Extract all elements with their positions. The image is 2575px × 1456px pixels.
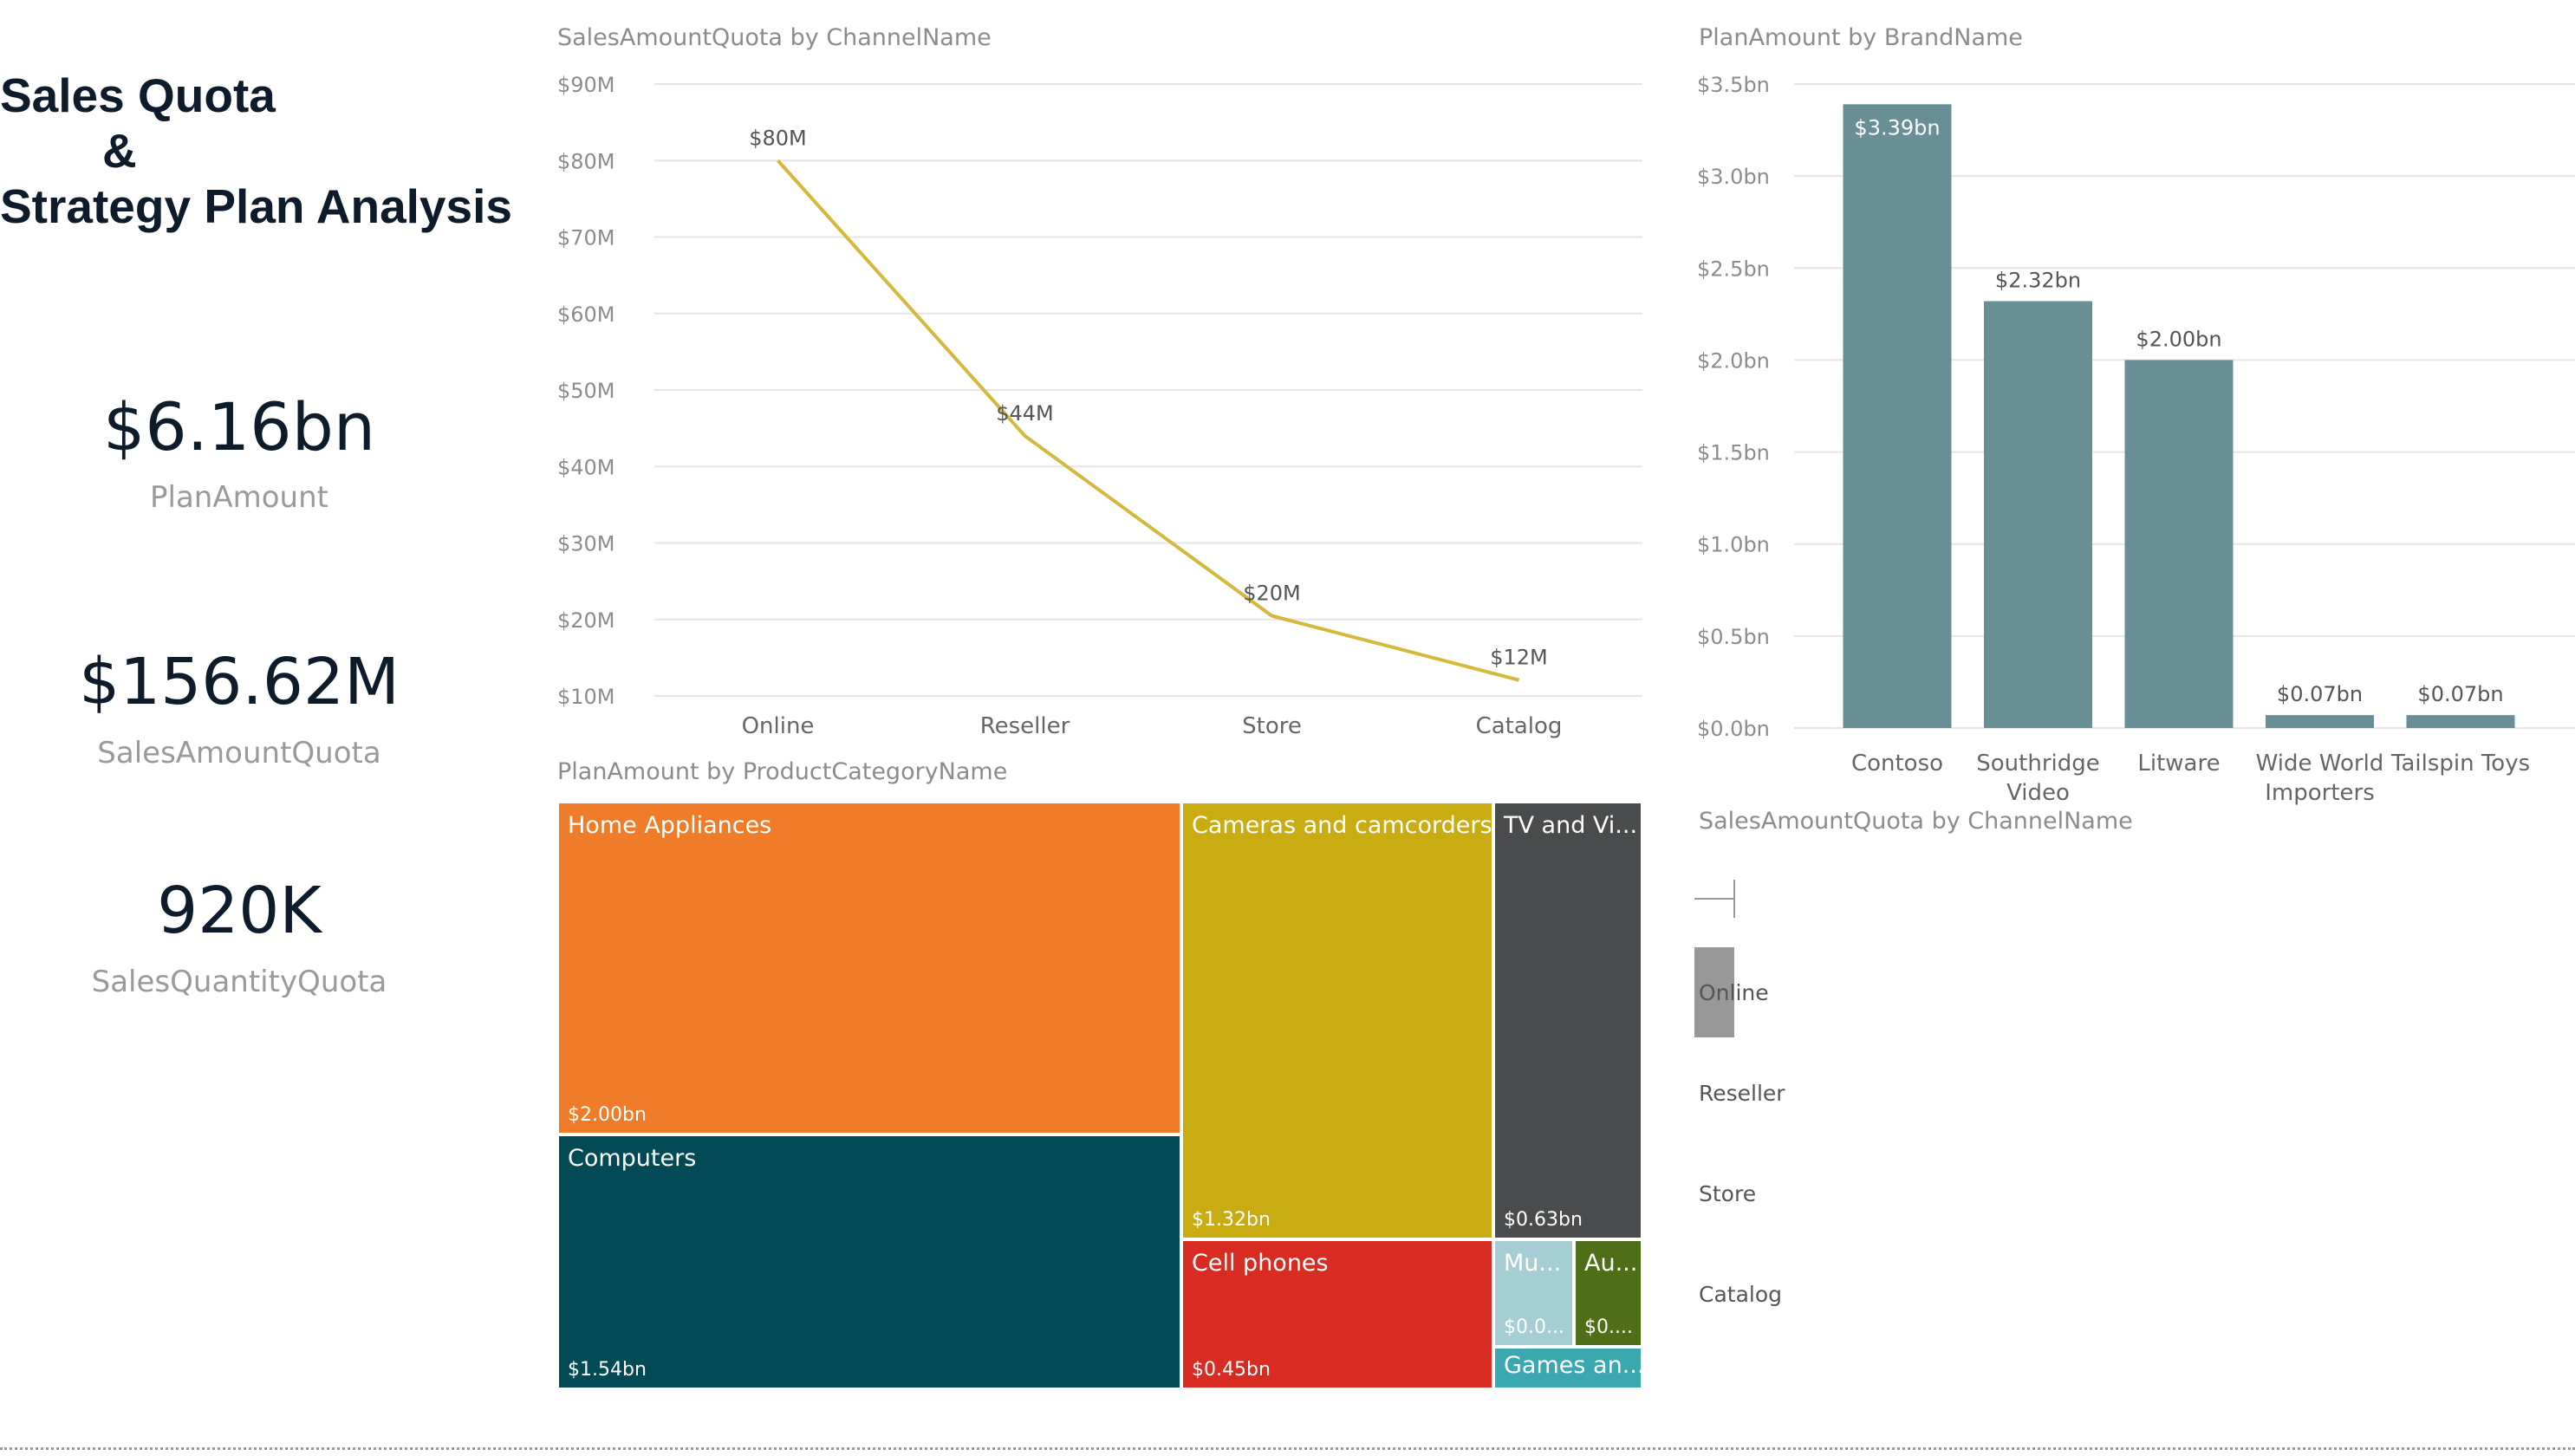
x-tick-label: Tailspin Toys <box>2390 751 2530 777</box>
treemap-cell-name: Home Appliances <box>568 812 772 839</box>
treemap: Home Appliances $2.00bn Computers $1.54b… <box>557 802 1642 1389</box>
treemap-cell-name: Au... <box>1584 1250 1638 1277</box>
bar <box>2266 715 2374 728</box>
y-tick-label: $10M <box>557 685 615 709</box>
x-tick-label: Southridge <box>1976 751 2099 777</box>
line-chart[interactable]: $10M $20M $30M $40M $50M $60M $70M $80M $90M Onli… <box>555 61 1647 754</box>
y-tick-label: $3.0bn <box>1697 165 1770 189</box>
y-tick-label: $40M <box>557 455 615 479</box>
report-title-line-2: & <box>102 124 137 178</box>
funnel-chart[interactable]: 100%$80.04MOnline$44.04MReseller$20.47MS… <box>1694 849 2575 1439</box>
y-tick-label: $50M <box>557 379 615 403</box>
bar <box>2124 360 2234 728</box>
report-title-line-3: Strategy Plan Analysis <box>0 179 512 233</box>
bar-chart-title: PlanAmount by BrandName <box>1699 24 2023 51</box>
funnel-category-label: Online <box>1699 980 1769 1005</box>
data-label: $3.39bn <box>1854 115 1940 140</box>
funnel-bar <box>1694 947 1734 1037</box>
treemap-cell-music[interactable]: Mu... $0.0... <box>1493 1239 1574 1347</box>
kpi-plan-amount-value: $6.16bn <box>103 388 375 465</box>
y-tick-label: $0.5bn <box>1697 625 1770 649</box>
funnel-category-label: Reseller <box>1699 1081 1785 1106</box>
treemap-cell-value: $0.45bn <box>1192 1359 1271 1381</box>
funnel-title: SalesAmountQuota by ChannelName <box>1699 808 2133 835</box>
x-tick-label: Reseller <box>980 713 1070 739</box>
treemap-cell-value: $1.54bn <box>568 1359 647 1381</box>
data-label: $12M <box>1490 646 1548 670</box>
x-tick-label: Litware <box>2137 751 2220 777</box>
kpi-sales-quantity-quota-value: 920K <box>157 874 322 948</box>
bar <box>1984 301 2092 728</box>
treemap-cell-value: $0.... <box>1584 1316 1633 1338</box>
treemap-cell-home-appliances[interactable]: Home Appliances $2.00bn <box>557 802 1181 1134</box>
bar <box>1843 104 1952 728</box>
x-tick-label: Video <box>2006 780 2070 806</box>
x-tick-label: Importers <box>2265 780 2375 806</box>
x-tick-label: Store <box>1242 713 1302 739</box>
treemap-cell-value: $1.32bn <box>1192 1209 1271 1231</box>
data-label: $44M <box>996 401 1054 426</box>
x-tick-label: Contoso <box>1851 751 1943 777</box>
bar <box>2406 715 2515 728</box>
data-label: $2.00bn <box>2136 327 2221 351</box>
funnel-category-label: Catalog <box>1699 1282 1782 1307</box>
treemap-cell-cell-phones[interactable]: Cell phones $0.45bn <box>1181 1239 1493 1389</box>
treemap-cell-tv-and-video[interactable]: TV and Vi... $0.63bn <box>1493 802 1642 1239</box>
treemap-cell-name: Cameras and camcorders <box>1192 812 1492 839</box>
data-label: $0.07bn <box>2417 682 2503 706</box>
y-tick-label: $2.5bn <box>1697 257 1770 281</box>
treemap-cell-audio[interactable]: Au... $0.... <box>1574 1239 1642 1347</box>
y-tick-label: $1.0bn <box>1697 533 1770 557</box>
treemap-cell-computers[interactable]: Computers $1.54bn <box>557 1134 1181 1389</box>
treemap-cell-name: Games an... <box>1504 1352 1642 1379</box>
treemap-title: PlanAmount by ProductCategoryName <box>557 758 1008 785</box>
x-tick-label: Wide World <box>2256 751 2384 777</box>
series-line <box>777 159 1520 682</box>
y-tick-label: $70M <box>557 226 615 250</box>
data-label: $0.07bn <box>2277 682 2363 706</box>
bar-chart[interactable]: $0.0bn $0.5bn $1.0bn $1.5bn $2.0bn $2.5bn $3.0… <box>1694 61 2575 823</box>
treemap-cell-name: Mu... <box>1504 1250 1562 1277</box>
kpi-plan-amount-label: PlanAmount <box>150 480 328 515</box>
kpi-sales-amount-quota-value: $156.62M <box>79 645 400 719</box>
treemap-cell-value: $0.63bn <box>1504 1209 1583 1231</box>
x-tick-label: Online <box>742 713 815 739</box>
y-tick-label: $1.5bn <box>1697 441 1770 465</box>
y-tick-label: $20M <box>557 608 615 633</box>
kpi-sales-amount-quota-label: SalesAmountQuota <box>97 736 381 770</box>
line-chart-title: SalesAmountQuota by ChannelName <box>557 24 992 51</box>
treemap-cell-games[interactable]: Games an... <box>1493 1347 1642 1389</box>
data-label: $20M <box>1243 582 1301 606</box>
x-tick-label: Catalog <box>1476 713 1563 739</box>
y-tick-label: $80M <box>557 149 615 173</box>
funnel-category-label: Store <box>1699 1181 1756 1206</box>
page-bottom-divider <box>0 1447 2575 1450</box>
y-tick-label: $60M <box>557 302 615 327</box>
data-label: $2.32bn <box>1995 268 2081 292</box>
y-tick-label: $3.5bn <box>1697 73 1770 97</box>
report-title-line-1: Sales Quota <box>0 68 276 122</box>
data-label: $80M <box>749 126 807 150</box>
treemap-cell-value: $0.0... <box>1504 1316 1564 1338</box>
y-tick-label: $2.0bn <box>1697 348 1770 373</box>
treemap-cell-name: TV and Vi... <box>1504 812 1638 839</box>
y-tick-label: $0.0bn <box>1697 717 1770 741</box>
treemap-cell-name: Computers <box>568 1145 697 1172</box>
treemap-cell-value: $2.00bn <box>568 1104 647 1126</box>
treemap-cell-name: Cell phones <box>1192 1250 1329 1277</box>
y-tick-label: $30M <box>557 532 615 556</box>
report-title: Sales Quota & Strategy Plan Analysis <box>0 68 537 234</box>
kpi-sales-quantity-quota-label: SalesQuantityQuota <box>91 965 387 999</box>
treemap-cell-cameras-and-camcorders[interactable]: Cameras and camcorders $1.32bn <box>1181 802 1493 1239</box>
y-tick-label: $90M <box>557 73 615 97</box>
